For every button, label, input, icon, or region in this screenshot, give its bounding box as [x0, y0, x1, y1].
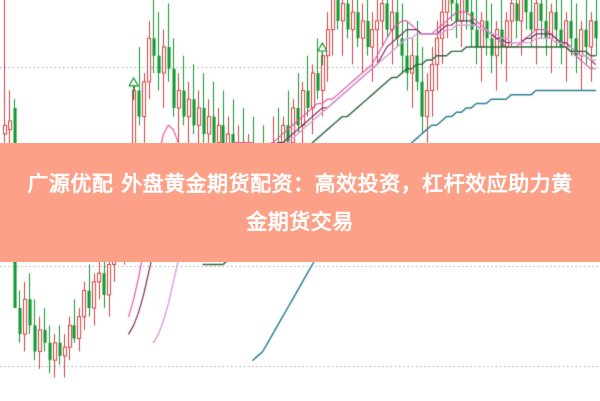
headline-overlay-band: 广源优配 外盘黄金期货配资：高效投资，杠杆效应助力黄金期货交易 — [0, 143, 600, 262]
headline-text: 广源优配 外盘黄金期货配资：高效投资，杠杆效应助力黄金期货交易 — [27, 171, 573, 234]
